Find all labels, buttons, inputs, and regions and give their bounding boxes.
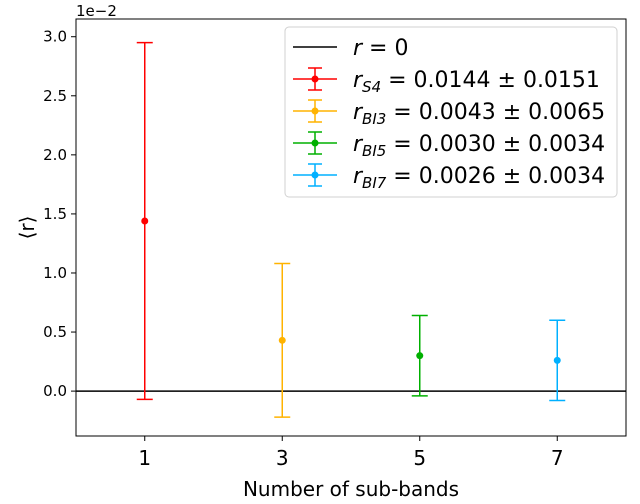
legend-item-bi5: rBI5 = 0.0030 ± 0.0034 <box>293 131 605 160</box>
legend-label: rBI7 = 0.0026 ± 0.0034 <box>353 164 605 192</box>
legend-item-s4: rS4 = 0.0144 ± 0.0151 <box>293 67 600 96</box>
series-s4 <box>136 41 153 401</box>
x-axis-label: Number of sub-bands <box>243 477 459 501</box>
y-offset-label: 1e−2 <box>76 2 117 20</box>
plot-frame <box>75 18 627 437</box>
x-tick-label: 1 <box>138 446 151 470</box>
legend-label: r = 0 <box>353 36 408 61</box>
legend-item-bi3: rBI3 = 0.0043 ± 0.0065 <box>293 99 605 128</box>
y-tick-label: 0.0 <box>43 382 67 400</box>
legend-marker <box>311 171 319 179</box>
y-tick-label: 1.5 <box>43 205 67 223</box>
data-point <box>553 356 561 364</box>
legend-marker <box>311 107 319 115</box>
legend-item-reference: r = 0 <box>293 36 408 61</box>
y-tick-label: 2.0 <box>43 146 67 164</box>
y-tick-label: 1.0 <box>43 264 67 282</box>
legend-label: rBI3 = 0.0043 ± 0.0065 <box>353 100 605 128</box>
data-point <box>416 352 424 360</box>
legend-box <box>284 26 618 198</box>
legend-marker <box>311 75 319 83</box>
series-bi7 <box>549 319 566 402</box>
series-bi5 <box>411 314 428 397</box>
data-point <box>278 336 286 344</box>
series-bi3 <box>274 262 291 418</box>
x-tick-label: 3 <box>276 446 289 470</box>
x-tick-label: 7 <box>551 446 564 470</box>
x-tick-label: 5 <box>413 446 426 470</box>
plot-area <box>76 41 626 418</box>
legend-label: rS4 = 0.0144 ± 0.0151 <box>353 68 600 96</box>
data-point <box>141 217 149 225</box>
y-tick-label: 3.0 <box>43 28 67 46</box>
legend-marker <box>311 139 319 147</box>
y-axis-label: ⟨r⟩ <box>15 216 39 240</box>
legend: r = 0 rS4 = 0.0144 ± 0.0151 rBI3 = 0.0043 … <box>284 26 618 198</box>
y-tick-label: 0.5 <box>43 323 67 341</box>
y-tick-label: 2.5 <box>43 87 67 105</box>
legend-item-bi7: rBI7 = 0.0026 ± 0.0034 <box>293 163 605 192</box>
legend-label: rBI5 = 0.0030 ± 0.0034 <box>353 132 605 160</box>
